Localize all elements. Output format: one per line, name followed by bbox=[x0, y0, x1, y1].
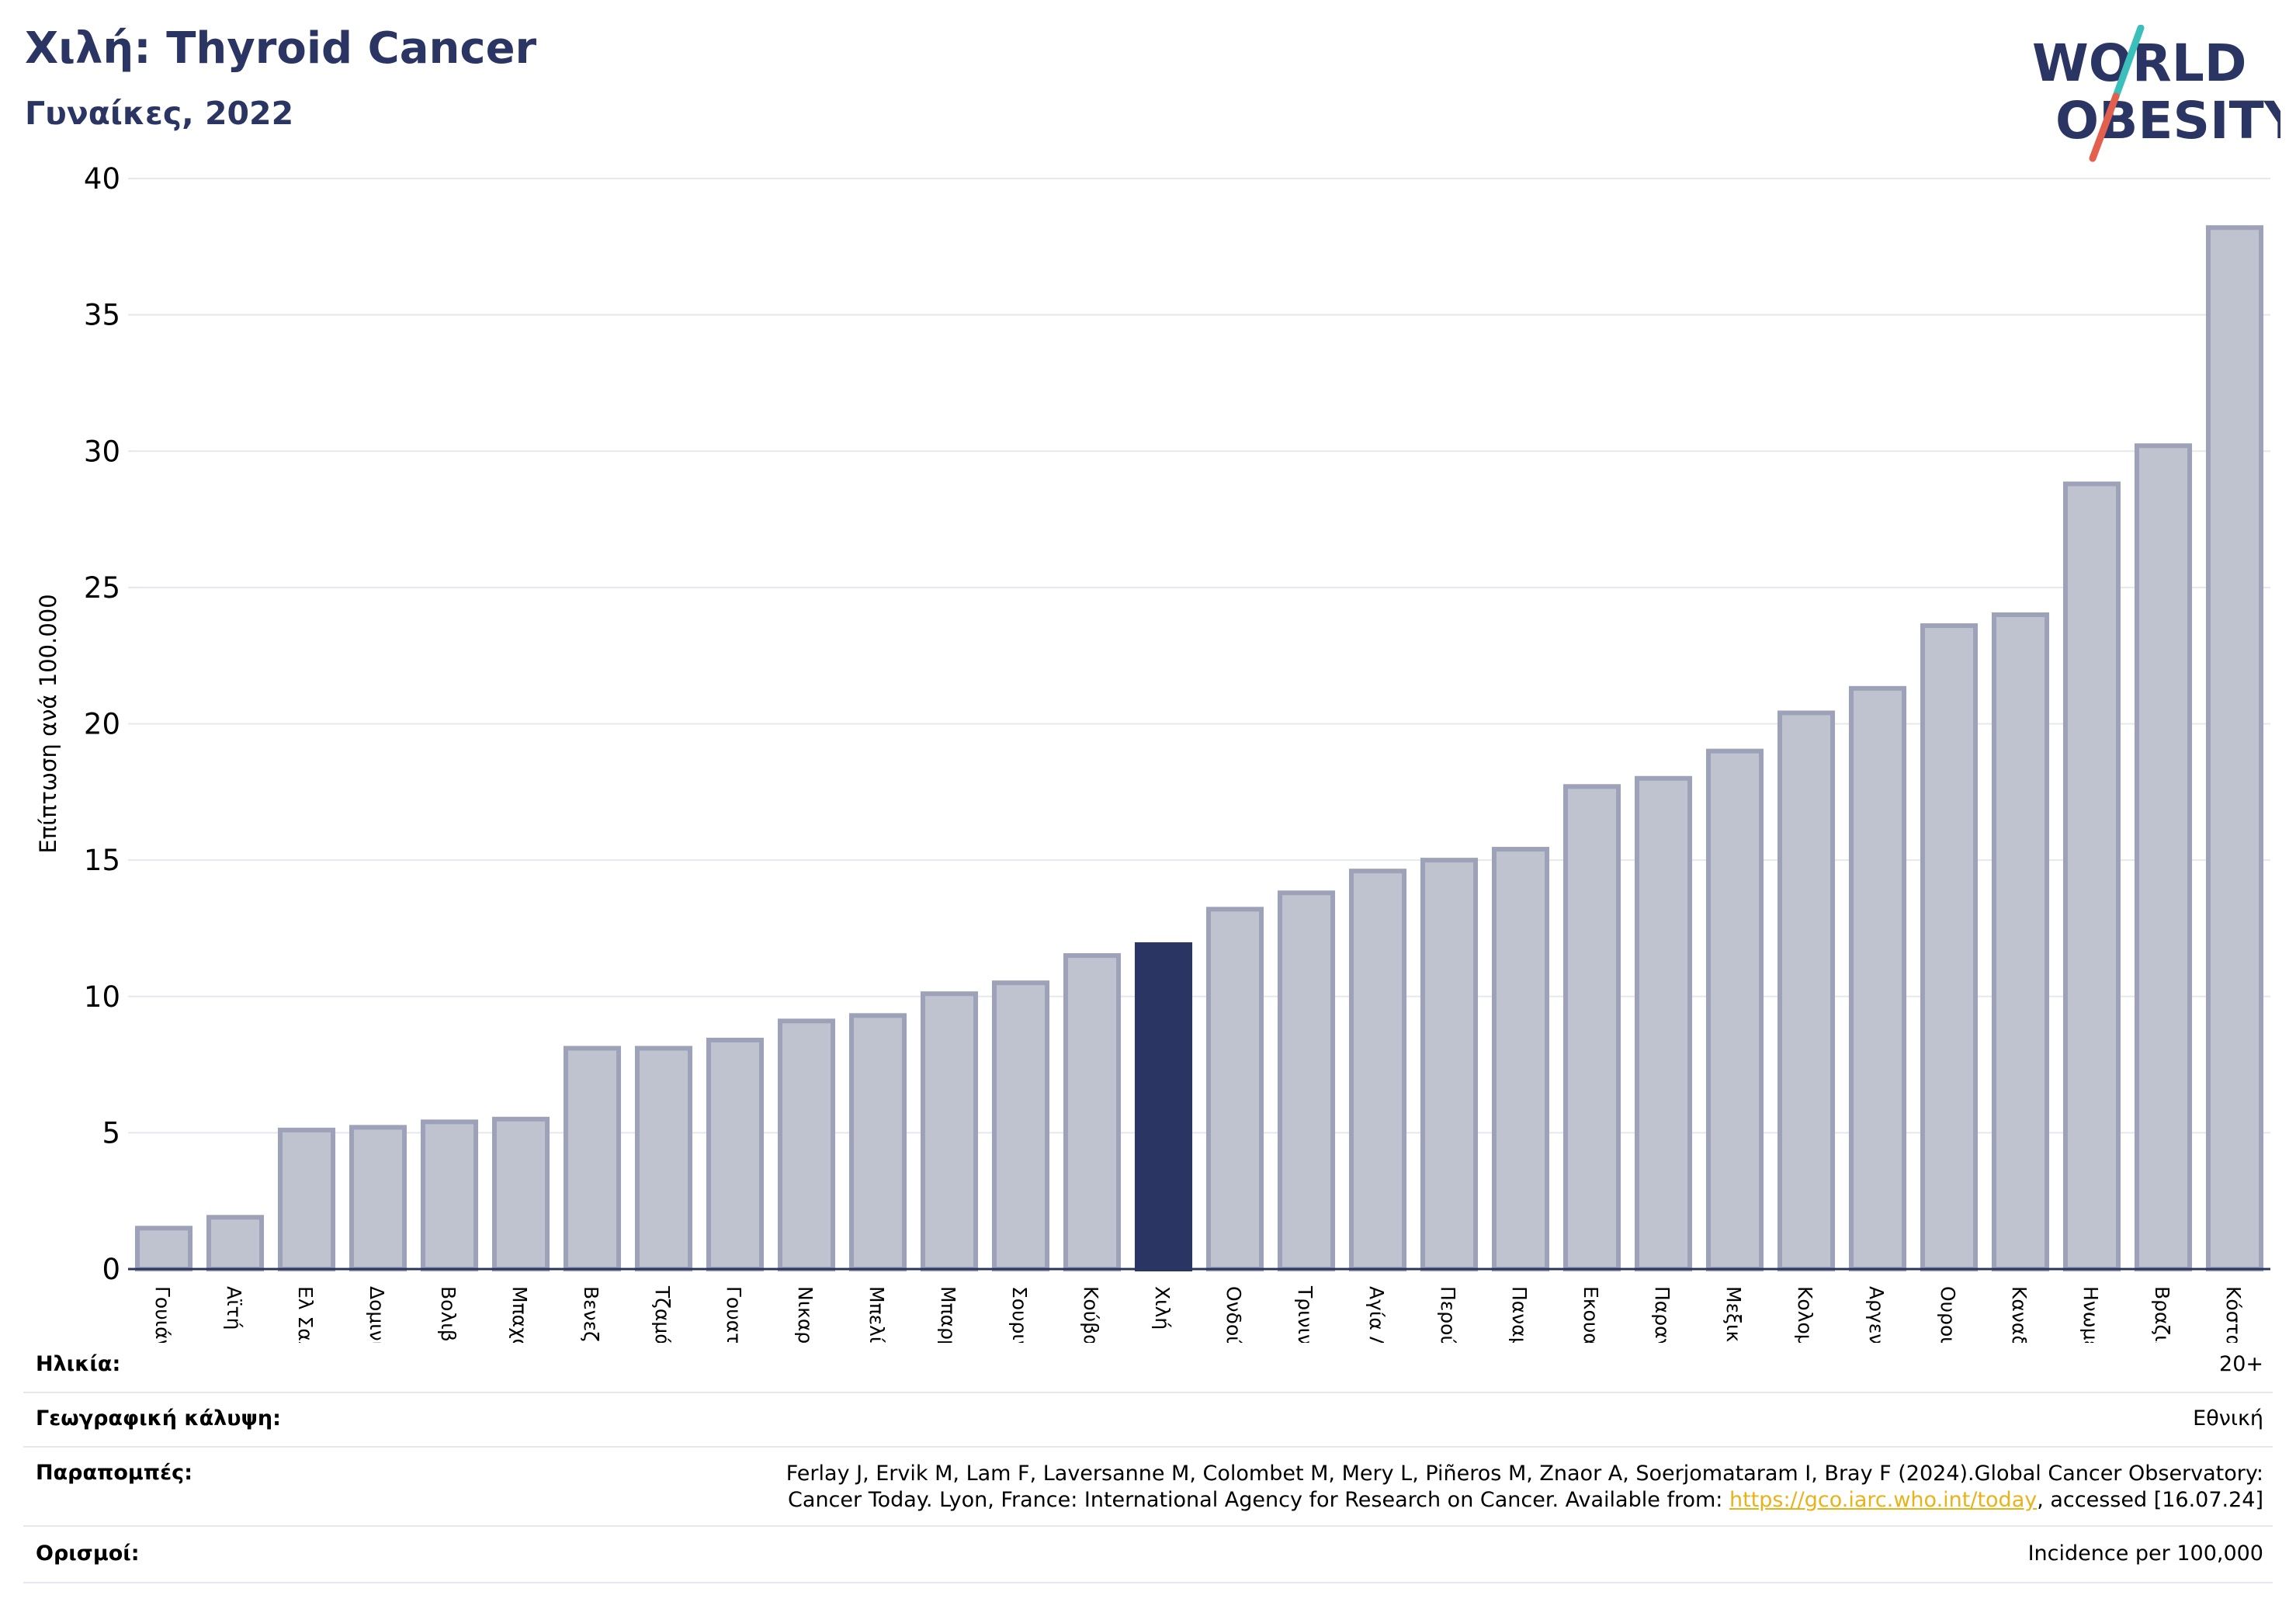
page-title: Χιλή: Thyroid Cancer bbox=[25, 23, 537, 74]
bar bbox=[1063, 953, 1122, 1271]
age-label: Ηλικία: bbox=[36, 1352, 121, 1376]
bar-chart: 0 5 10 15 20 25 30 35 40 Επίπτωση ανά 100.000 Γουι… bbox=[35, 162, 2270, 1343]
x-tick-label: Εκουαδόρ bbox=[1580, 1286, 1602, 1343]
bar bbox=[2062, 481, 2121, 1271]
references-link[interactable]: https://gco.iarc.who.int/today bbox=[1729, 1488, 2038, 1512]
x-tick-label: Κούβα bbox=[1080, 1286, 1102, 1343]
logo-text-world: WORLD bbox=[2032, 33, 2247, 93]
bar bbox=[1848, 685, 1907, 1271]
references-line2-end: , accessed [16.07.24] bbox=[2037, 1488, 2263, 1512]
x-tick-label: Παναμάς bbox=[1508, 1286, 1531, 1343]
x-tick-label: Μπαχάμες bbox=[508, 1286, 531, 1343]
bar bbox=[1562, 784, 1621, 1271]
bar bbox=[1420, 858, 1479, 1271]
bar bbox=[134, 1226, 193, 1271]
x-tick-label: Ονδούρα bbox=[1223, 1286, 1245, 1343]
bar-highlighted bbox=[1134, 942, 1193, 1271]
bar bbox=[634, 1046, 693, 1272]
x-tick-label: Βολιβία bbox=[437, 1286, 460, 1343]
world-obesity-logo: WORLD OBESITY bbox=[2032, 25, 2280, 162]
y-tick-label: 30 bbox=[84, 435, 120, 468]
x-tick-label: Κολομβία bbox=[1794, 1286, 1816, 1343]
x-tick-label: Αϊτή bbox=[223, 1286, 245, 1330]
coverage-label: Γεωγραφική κάλυψη: bbox=[36, 1406, 281, 1431]
bar bbox=[2134, 443, 2193, 1271]
x-tick-label: Γουατεμάλα bbox=[723, 1286, 745, 1343]
x-tick-label: Δομινικανή Δημοκρατία bbox=[366, 1286, 388, 1343]
bar bbox=[1634, 775, 1693, 1271]
bar bbox=[848, 1013, 907, 1272]
coverage-value: Εθνική bbox=[2193, 1406, 2263, 1431]
bar bbox=[920, 991, 979, 1272]
bar bbox=[420, 1119, 479, 1271]
references-text: Ferlay J, Ervik M, Lam F, Laversanne M, … bbox=[786, 1461, 2263, 1514]
logo-slash-red bbox=[2089, 92, 2120, 162]
x-tick-label: Αργεντινή bbox=[1865, 1286, 1888, 1343]
references-line1: Ferlay J, Ervik M, Lam F, Laversanne M, … bbox=[786, 1462, 2263, 1486]
x-tick-label: Μπελίζ bbox=[865, 1286, 888, 1343]
bar bbox=[1205, 907, 1264, 1271]
bar bbox=[991, 980, 1050, 1271]
bar bbox=[2205, 225, 2264, 1272]
bar bbox=[491, 1116, 550, 1271]
x-tick-label: Παραγουάη bbox=[1651, 1286, 1673, 1343]
page-subtitle: Γυναίκες, 2022 bbox=[25, 95, 294, 132]
meta-divider bbox=[23, 1446, 2273, 1448]
bar bbox=[563, 1046, 622, 1272]
bar bbox=[706, 1037, 765, 1271]
x-tick-label: Μπαρμπάντος bbox=[937, 1286, 959, 1343]
x-tick-label: Σουρινάμ bbox=[1008, 1286, 1031, 1343]
y-tick-label: 20 bbox=[84, 708, 120, 741]
bar bbox=[777, 1018, 836, 1272]
x-tick-label: Μεξικό bbox=[1722, 1286, 1745, 1343]
x-tick-label: Νικαράγουα bbox=[794, 1286, 817, 1343]
y-tick-label: 5 bbox=[102, 1116, 120, 1150]
x-tick-label: Τζαμάικα bbox=[651, 1285, 674, 1343]
x-tick-label: Βενεζουέλα bbox=[580, 1286, 602, 1343]
x-tick-label: Αγία Λουκία bbox=[1365, 1286, 1388, 1343]
x-tick-label: Περού bbox=[1437, 1286, 1459, 1343]
bar bbox=[1920, 623, 1979, 1271]
y-tick-label: 10 bbox=[84, 980, 120, 1014]
bar bbox=[349, 1125, 408, 1271]
y-tick-label: 0 bbox=[102, 1253, 120, 1286]
meta-divider bbox=[23, 1525, 2273, 1527]
definitions-label: Ορισμοί: bbox=[36, 1542, 140, 1566]
x-tick-label: Γουιάνα bbox=[151, 1286, 174, 1343]
bar bbox=[1777, 710, 1836, 1271]
x-tick-label: Τρινιντάντ και Τομπάγκο bbox=[1294, 1285, 1316, 1343]
y-axis-label: Επίπτωση ανά 100.000 bbox=[35, 594, 61, 853]
y-tick-label: 25 bbox=[84, 571, 120, 605]
references-label: Παραπομπές: bbox=[36, 1461, 192, 1485]
x-tick-label: Ηνωμένες Πολιτείες bbox=[2079, 1286, 2102, 1343]
logo-slash-teal bbox=[2112, 25, 2145, 100]
meta-divider bbox=[23, 1582, 2273, 1583]
bar bbox=[1277, 890, 1336, 1272]
y-tick-label: 40 bbox=[84, 162, 120, 196]
meta-divider bbox=[23, 1392, 2273, 1393]
bar bbox=[1491, 847, 1550, 1271]
references-line2: Cancer Today. Lyon, France: Internationa… bbox=[788, 1488, 1729, 1512]
y-tick-label: 35 bbox=[84, 299, 120, 332]
y-tick-label: 15 bbox=[84, 844, 120, 877]
bar bbox=[1991, 612, 2050, 1271]
x-tick-label: Ελ Σαλβαδόρ bbox=[294, 1286, 317, 1343]
definitions-value: Incidence per 100,000 bbox=[2027, 1542, 2263, 1566]
age-value: 20+ bbox=[2219, 1352, 2263, 1376]
x-tick-label: Ουρουγουάη bbox=[1937, 1286, 1959, 1343]
x-tick-label: Καναδάς bbox=[2008, 1286, 2031, 1343]
bar bbox=[277, 1127, 336, 1272]
x-tick-label: Κόστα Ρίκα bbox=[2222, 1286, 2245, 1343]
bar bbox=[206, 1215, 265, 1271]
x-tick-label: Χιλή bbox=[1151, 1286, 1174, 1330]
bar bbox=[1348, 869, 1407, 1272]
logo-text-obesity: OBESITY bbox=[2055, 91, 2280, 151]
bar bbox=[1705, 748, 1764, 1271]
x-tick-label: Βραζιλία bbox=[2151, 1286, 2173, 1343]
